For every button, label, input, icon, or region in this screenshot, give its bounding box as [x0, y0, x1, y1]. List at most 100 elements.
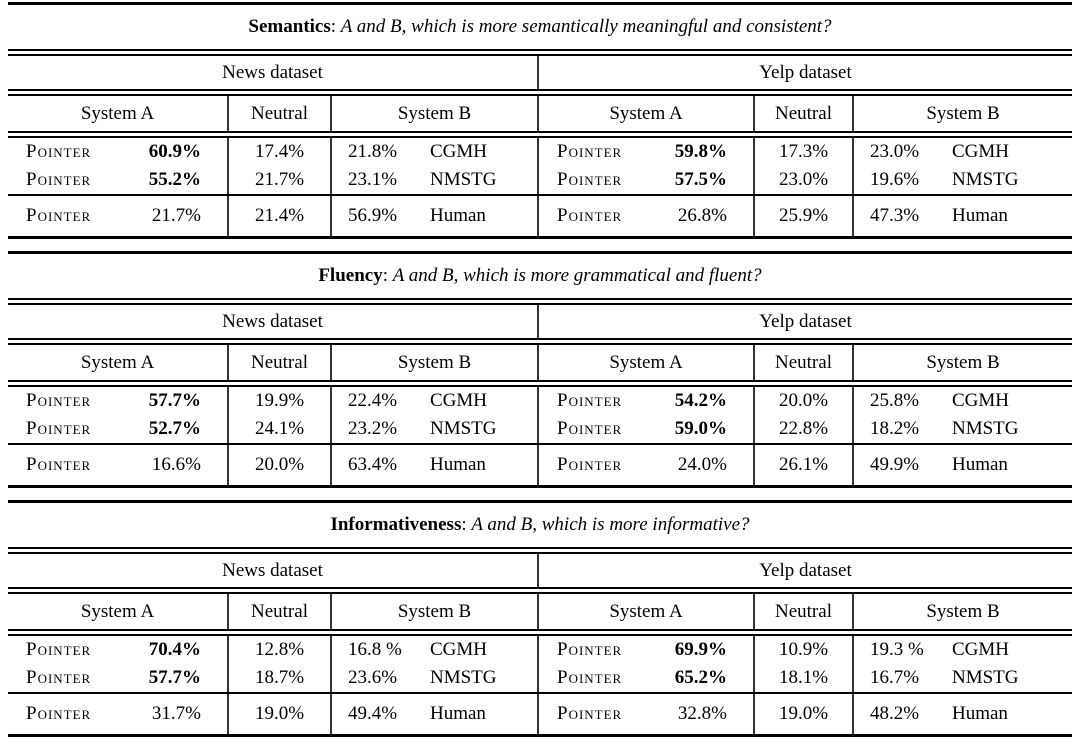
evaluation-table-semantics: Semantics: A and B, which is more semant… [8, 2, 1072, 239]
double-rule [8, 338, 1072, 345]
table-title: Informativeness: A and B, which is more … [8, 503, 1072, 547]
neutral-value: 19.0% [227, 694, 330, 734]
dataset-label-news: News dataset [222, 61, 323, 83]
table-row-human: Pointer 31.7% 19.0% 49.4% Human Pointer … [8, 694, 1072, 734]
column-header-system-a: System A [80, 600, 155, 622]
system-b-value: 63.4% [330, 445, 430, 485]
system-b-value: 16.8 % [330, 636, 430, 664]
dataset-label-yelp: Yelp dataset [537, 554, 1072, 587]
system-a-value: 65.2% [674, 667, 727, 688]
system-b-value: 23.6% [330, 664, 430, 692]
system-b-value: 18.2% [852, 415, 952, 443]
neutral-value: 21.7% [227, 166, 330, 194]
column-header-neutral: Neutral [227, 96, 330, 131]
system-a-value: 60.9% [148, 141, 201, 162]
system-a-value: 70.4% [148, 639, 201, 660]
table-row-human: Pointer 16.6% 20.0% 63.4% Human Pointer … [8, 445, 1072, 485]
system-b-value: 48.2% [852, 694, 952, 734]
system-a-label: Pointer [537, 415, 647, 443]
system-b-value: 49.9% [852, 445, 952, 485]
system-a-label: Pointer [537, 445, 647, 485]
system-a-value: 31.7% [151, 703, 201, 724]
neutral-value: 21.4% [227, 196, 330, 236]
system-b-label: NMSTG [430, 418, 497, 439]
table-title-separator: : [330, 16, 341, 37]
neutral-value: 26.1% [753, 445, 852, 485]
system-a-value: 57.7% [148, 667, 201, 688]
system-a-label: Pointer [537, 664, 647, 692]
column-header-system-b: System B [330, 594, 537, 629]
table-row: Pointer 60.9% 17.4% 21.8% CGMH Pointer 5… [8, 138, 1072, 166]
column-header-system-b: System B [852, 345, 1072, 380]
system-b-label: NMSTG [952, 169, 1019, 190]
double-rule [8, 380, 1072, 387]
system-a-value: 55.2% [148, 169, 201, 190]
double-rule [8, 131, 1072, 138]
system-b-value: 19.3 % [852, 636, 952, 664]
single-rule [8, 443, 1072, 445]
neutral-value: 22.8% [753, 415, 852, 443]
system-a-label: Pointer [26, 141, 92, 162]
neutral-value: 20.0% [227, 445, 330, 485]
system-b-value: 19.6% [852, 166, 952, 194]
column-header-neutral: Neutral [227, 594, 330, 629]
column-header-row: System A Neutral System B System A Neutr… [8, 345, 1072, 380]
neutral-value: 20.0% [753, 387, 852, 415]
system-b-value: 21.8% [330, 138, 430, 166]
system-b-value: 23.2% [330, 415, 430, 443]
system-a-value: 21.7% [151, 205, 201, 226]
dataset-label-yelp: Yelp dataset [537, 56, 1072, 89]
system-a-value: 52.7% [148, 418, 201, 439]
system-a-label: Pointer [26, 639, 92, 660]
table-title-keyword: Fluency [318, 265, 383, 286]
system-a-label: Pointer [537, 196, 647, 236]
dataset-label-news: News dataset [222, 559, 323, 581]
table-top-rule [8, 251, 1072, 254]
dataset-header-row: News dataset Yelp dataset [8, 56, 1072, 89]
system-a-label: Pointer [26, 667, 92, 688]
system-b-label: Human [430, 454, 486, 475]
column-header-system-a: System A [80, 102, 155, 124]
system-b-label: Human [952, 454, 1008, 475]
table-title-question: A and B, which is more grammatical and f… [392, 265, 762, 286]
evaluation-table-fluency: Fluency: A and B, which is more grammati… [8, 251, 1072, 488]
system-b-label: CGMH [952, 639, 1010, 660]
single-rule [8, 692, 1072, 694]
system-b-value: 25.8% [852, 387, 952, 415]
column-header-system-a: System A [537, 345, 753, 380]
neutral-value: 19.0% [753, 694, 852, 734]
system-b-label: CGMH [430, 390, 488, 411]
double-rule [8, 298, 1072, 305]
system-a-label: Pointer [26, 390, 92, 411]
system-a-label: Pointer [537, 694, 647, 734]
system-a-label: Pointer [537, 387, 647, 415]
system-a-value: 69.9% [674, 639, 727, 660]
dataset-label-news: News dataset [222, 310, 323, 332]
evaluation-table-informativeness: Informativeness: A and B, which is more … [8, 500, 1072, 737]
column-header-system-a: System A [537, 594, 753, 629]
column-header-neutral: Neutral [753, 345, 852, 380]
system-a-value: 57.5% [674, 169, 727, 190]
table-row: Pointer 70.4% 12.8% 16.8 % CGMH Pointer … [8, 636, 1072, 664]
double-rule [8, 89, 1072, 96]
system-b-value: 56.9% [330, 196, 430, 236]
system-b-label: CGMH [430, 639, 488, 660]
table-row: Pointer 55.2% 21.7% 23.1% NMSTG Pointer … [8, 166, 1072, 194]
table-row: Pointer 57.7% 19.9% 22.4% CGMH Pointer 5… [8, 387, 1072, 415]
column-header-neutral: Neutral [227, 345, 330, 380]
system-b-label: Human [952, 205, 1008, 226]
neutral-value: 12.8% [227, 636, 330, 664]
system-b-label: CGMH [430, 141, 488, 162]
column-header-system-b: System B [852, 96, 1072, 131]
system-a-label: Pointer [26, 205, 92, 226]
system-b-value: 23.1% [330, 166, 430, 194]
column-header-system-b: System B [852, 594, 1072, 629]
system-a-value: 59.0% [674, 418, 727, 439]
system-b-label: Human [430, 205, 486, 226]
table-title-separator: : [382, 265, 393, 286]
neutral-value: 18.1% [753, 664, 852, 692]
double-rule [8, 49, 1072, 56]
system-a-value: 54.2% [674, 390, 727, 411]
system-b-label: CGMH [952, 390, 1010, 411]
system-a-value: 24.0% [677, 454, 727, 475]
